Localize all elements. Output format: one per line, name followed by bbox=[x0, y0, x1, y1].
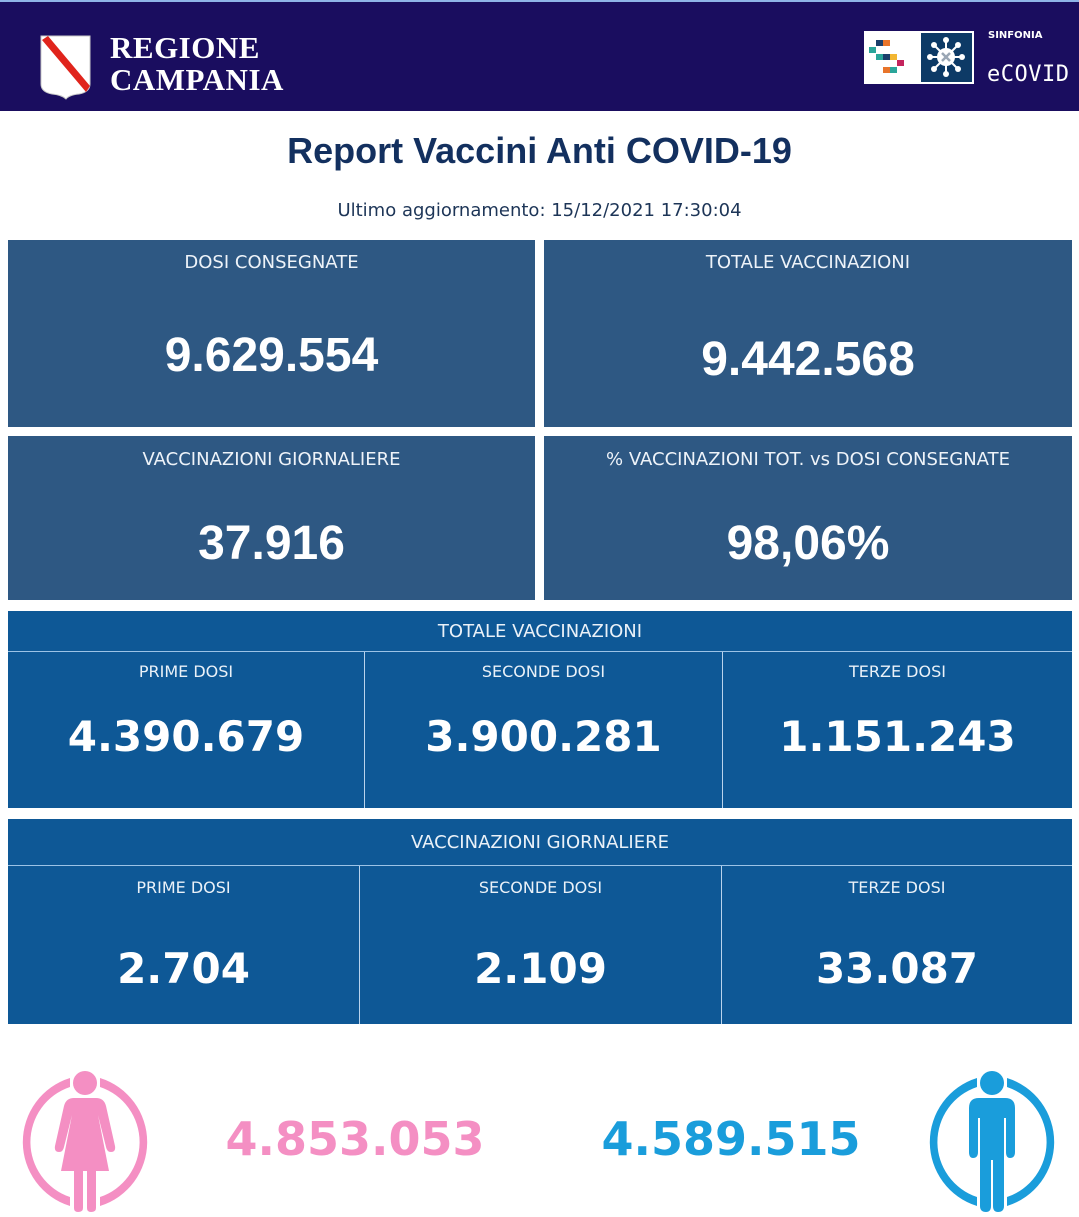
cell-label: TERZE DOSI bbox=[849, 662, 946, 681]
cell-label: SECONDE DOSI bbox=[481, 662, 606, 681]
card-value: 37.916 bbox=[198, 517, 345, 570]
section-vaccinazioni-giornaliere: VACCINAZIONI GIORNALIERE PRIME DOSI 2.70… bbox=[8, 819, 1072, 1024]
card-percentuale: % VACCINAZIONI TOT. vs DOSI CONSEGNATE 9… bbox=[544, 436, 1072, 600]
card-vaccinazioni-giornaliere: VACCINAZIONI GIORNALIERE 37.916 bbox=[8, 436, 535, 600]
region-logo-text: REGIONE CAMPANIA bbox=[110, 32, 284, 96]
card-label: TOTALE VACCINAZIONI bbox=[705, 252, 911, 273]
section-totale-vaccinazioni: TOTALE VACCINAZIONI PRIME DOSI 4.390.679… bbox=[8, 611, 1072, 808]
card-value: 9.629.554 bbox=[164, 329, 379, 382]
brand-small-label: SINFONIA bbox=[988, 30, 1043, 41]
cell-value: 3.900.281 bbox=[425, 712, 662, 761]
female-icon bbox=[22, 1071, 148, 1212]
card-label: % VACCINAZIONI TOT. vs DOSI CONSEGNATE bbox=[606, 449, 1010, 470]
region-line-2: CAMPANIA bbox=[110, 62, 284, 97]
region-line-1: REGIONE bbox=[110, 30, 260, 65]
sinfonia-logo bbox=[864, 31, 974, 84]
male-count: 4.589.515 bbox=[601, 1112, 861, 1166]
header-bar: REGIONE CAMPANIA bbox=[0, 0, 1079, 111]
card-label: VACCINAZIONI GIORNALIERE bbox=[142, 449, 401, 470]
cell-label: PRIME DOSI bbox=[136, 878, 231, 897]
cell-label: TERZE DOSI bbox=[848, 878, 946, 897]
cell-label: SECONDE DOSI bbox=[478, 878, 603, 897]
campania-crest-icon bbox=[40, 35, 91, 100]
male-icon bbox=[929, 1071, 1055, 1212]
card-label: DOSI CONSEGNATE bbox=[184, 252, 359, 273]
section-title: TOTALE VACCINAZIONI bbox=[8, 611, 1072, 652]
cell-terze-dosi: TERZE DOSI 33.087 bbox=[721, 866, 1072, 1024]
virus-icon bbox=[921, 33, 972, 82]
card-totale-vaccinazioni: TOTALE VACCINAZIONI 9.442.568 bbox=[544, 240, 1072, 427]
last-updated: Ultimo aggiornamento: 15/12/2021 17:30:0… bbox=[337, 200, 742, 221]
cell-prime-dosi: PRIME DOSI 4.390.679 bbox=[8, 652, 364, 808]
cell-value: 33.087 bbox=[815, 944, 979, 993]
sinfonia-s-icon bbox=[869, 40, 904, 73]
cell-value: 1.151.243 bbox=[779, 712, 1016, 761]
cell-seconde-dosi: SECONDE DOSI 3.900.281 bbox=[364, 652, 722, 808]
card-value: 98,06% bbox=[726, 517, 890, 570]
cell-value: 4.390.679 bbox=[67, 712, 305, 761]
cell-label: PRIME DOSI bbox=[138, 662, 234, 681]
card-value: 9.442.568 bbox=[701, 333, 915, 386]
cell-terze-dosi: TERZE DOSI 1.151.243 bbox=[722, 652, 1072, 808]
cell-value: 2.704 bbox=[117, 944, 250, 993]
section-title: VACCINAZIONI GIORNALIERE bbox=[8, 819, 1072, 866]
page-title: Report Vaccini Anti COVID-19 bbox=[287, 130, 792, 171]
brand-name: eCOVID bbox=[987, 62, 1070, 87]
cell-prime-dosi: PRIME DOSI 2.704 bbox=[8, 866, 359, 1024]
card-dosi-consegnate: DOSI CONSEGNATE 9.629.554 bbox=[8, 240, 535, 427]
cell-value: 2.109 bbox=[474, 944, 607, 993]
cell-seconde-dosi: SECONDE DOSI 2.109 bbox=[359, 866, 721, 1024]
female-count: 4.853.053 bbox=[225, 1112, 485, 1166]
